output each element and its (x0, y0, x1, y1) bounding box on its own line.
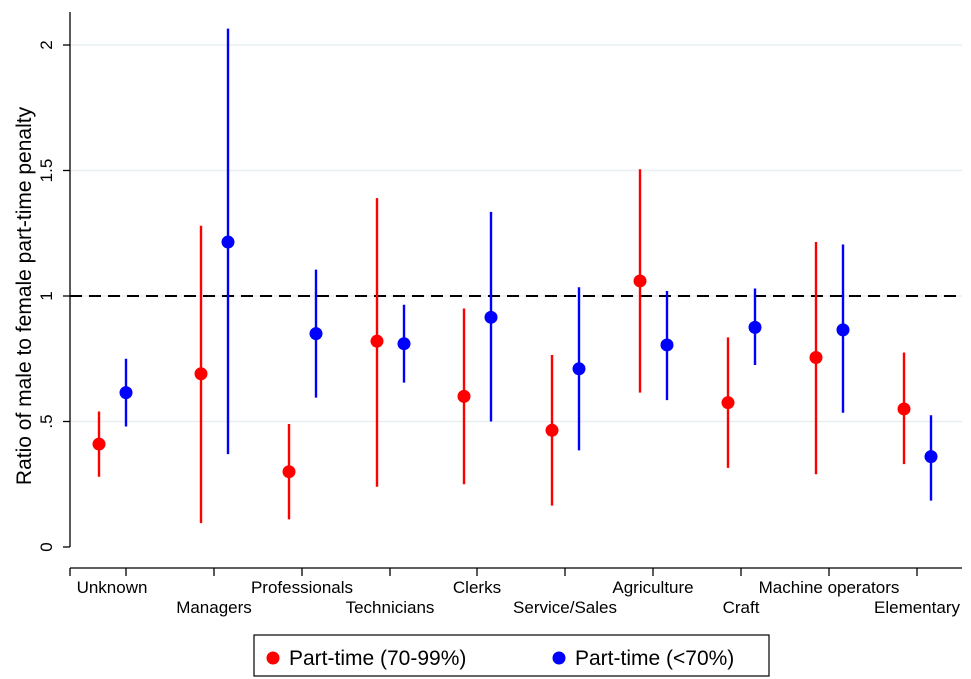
point-estimate (282, 465, 296, 479)
x-tick-label: Service/Sales (513, 598, 617, 617)
point-estimate (809, 350, 823, 364)
point-estimate (836, 323, 850, 337)
x-tick-label: Unknown (77, 578, 148, 597)
point-estimate (545, 423, 559, 437)
y-axis-title: Ratio of male to female part-time penalt… (13, 106, 36, 485)
point-estimate (309, 327, 323, 341)
x-tick-label: Clerks (453, 578, 501, 597)
point-estimate (924, 450, 938, 464)
point-estimate (397, 337, 411, 351)
point-estimate (897, 402, 911, 416)
legend: Part-time (70-99%) Part-time (<70%) (253, 634, 770, 677)
point-estimate (660, 338, 674, 352)
series-2 (119, 28, 938, 501)
legend-label: Part-time (70-99%) (289, 647, 466, 670)
series-1 (92, 169, 911, 524)
point-estimate (721, 396, 735, 410)
x-tick-label: Managers (176, 598, 252, 617)
legend-box (253, 634, 770, 677)
x-tick-label: Machine operators (759, 578, 900, 597)
y-tick-label: 0 (37, 542, 56, 551)
gridlines (70, 44, 962, 423)
x-tick-label: Technicians (346, 598, 435, 617)
plot-marks (92, 28, 938, 524)
point-estimate (748, 320, 762, 334)
legend-marker (552, 651, 566, 665)
y-tick-label: 1.5 (37, 159, 56, 183)
point-estimate (370, 334, 384, 348)
point-estimate (221, 235, 235, 249)
y-tick-label: .5 (37, 414, 56, 428)
point-estimate (484, 310, 498, 324)
legend-marker (266, 651, 280, 665)
point-estimate (572, 362, 586, 376)
point-estimate (457, 389, 471, 403)
x-tick-label: Agriculture (612, 578, 693, 597)
point-estimate (633, 274, 647, 288)
point-estimate (92, 437, 106, 451)
x-tick-label: Professionals (251, 578, 353, 597)
point-estimate (194, 367, 208, 381)
y-tick-label: 1 (37, 291, 56, 300)
legend-label: Part-time (<70%) (575, 647, 734, 670)
y-tick-label: 2 (37, 40, 56, 49)
point-estimate (119, 386, 133, 400)
x-tick-label: Elementary (874, 598, 960, 617)
y-axis: 0 .5 1 1.5 2 (37, 12, 71, 552)
x-tick-label: Craft (723, 598, 760, 617)
